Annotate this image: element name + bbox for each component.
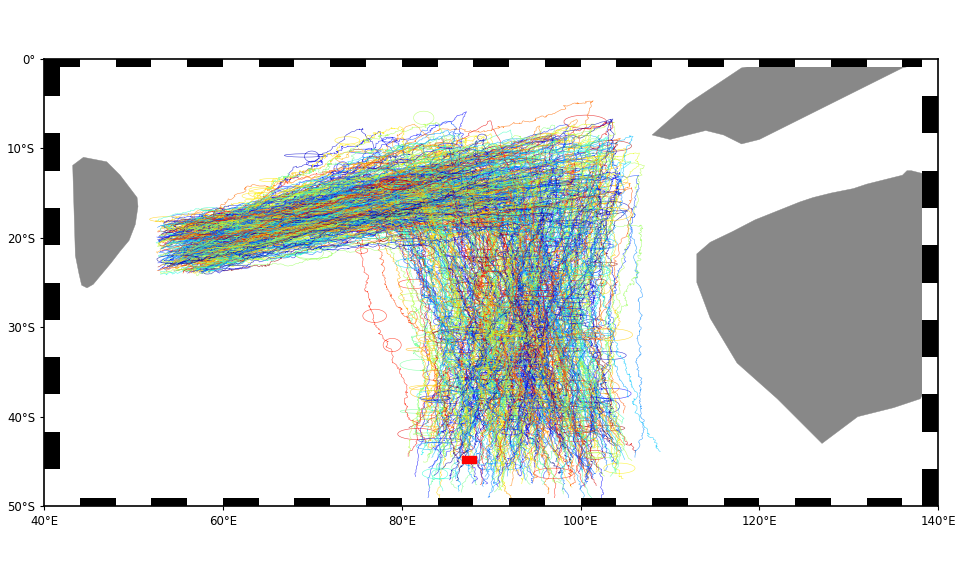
Bar: [295, 59, 330, 67]
Bar: [473, 498, 509, 506]
Bar: [437, 59, 473, 67]
Bar: [44, 357, 61, 394]
Bar: [259, 498, 295, 506]
Bar: [44, 469, 61, 506]
Bar: [80, 59, 116, 67]
Bar: [760, 59, 795, 67]
Bar: [259, 59, 295, 67]
Bar: [222, 59, 259, 67]
Bar: [44, 394, 61, 432]
Bar: [330, 59, 366, 67]
Bar: [616, 498, 652, 506]
Bar: [923, 245, 938, 282]
Bar: [44, 171, 61, 208]
Bar: [581, 59, 616, 67]
Bar: [80, 498, 116, 506]
Bar: [545, 498, 581, 506]
Bar: [923, 96, 938, 133]
Bar: [44, 133, 61, 171]
Bar: [795, 498, 831, 506]
Bar: [330, 498, 366, 506]
Bar: [867, 59, 902, 67]
Bar: [760, 498, 795, 506]
Bar: [509, 498, 545, 506]
Bar: [437, 498, 473, 506]
Bar: [44, 96, 61, 133]
Bar: [116, 59, 151, 67]
Bar: [151, 59, 187, 67]
Bar: [44, 59, 80, 67]
Bar: [116, 498, 151, 506]
Bar: [581, 498, 616, 506]
Bar: [44, 282, 61, 320]
Bar: [222, 498, 259, 506]
Bar: [923, 59, 938, 96]
Bar: [44, 59, 61, 96]
Bar: [923, 133, 938, 171]
Bar: [831, 498, 867, 506]
Bar: [652, 498, 688, 506]
Bar: [923, 357, 938, 394]
Polygon shape: [697, 171, 938, 444]
Bar: [688, 59, 723, 67]
Bar: [923, 208, 938, 245]
Bar: [923, 432, 938, 469]
Bar: [923, 394, 938, 432]
Bar: [44, 320, 61, 357]
Bar: [831, 59, 867, 67]
Bar: [44, 245, 61, 282]
Bar: [902, 59, 938, 67]
Bar: [44, 208, 61, 245]
Polygon shape: [73, 157, 138, 288]
Bar: [187, 59, 222, 67]
Bar: [545, 59, 581, 67]
Bar: [688, 498, 723, 506]
Bar: [402, 498, 437, 506]
Bar: [295, 498, 330, 506]
Bar: [187, 498, 222, 506]
Bar: [151, 498, 187, 506]
Bar: [366, 498, 402, 506]
Bar: [723, 498, 760, 506]
Bar: [723, 59, 760, 67]
Bar: [902, 498, 938, 506]
Bar: [923, 469, 938, 506]
Bar: [473, 59, 509, 67]
Bar: [44, 498, 80, 506]
Bar: [462, 456, 476, 463]
Bar: [867, 498, 902, 506]
Bar: [923, 320, 938, 357]
Bar: [44, 432, 61, 469]
Bar: [616, 59, 652, 67]
Bar: [652, 59, 688, 67]
Polygon shape: [652, 59, 938, 144]
Bar: [923, 282, 938, 320]
Bar: [402, 59, 437, 67]
Bar: [923, 171, 938, 208]
Bar: [366, 59, 402, 67]
Bar: [795, 59, 831, 67]
Bar: [509, 59, 545, 67]
